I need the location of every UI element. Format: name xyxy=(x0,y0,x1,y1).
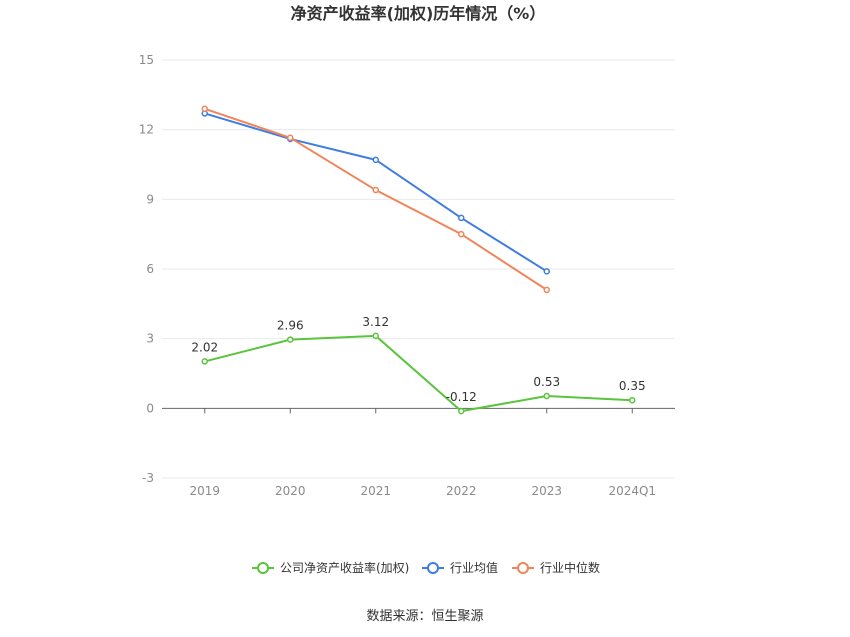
data-source-note: 数据来源：恒生聚源 xyxy=(366,609,483,624)
y-tick-label: 9 xyxy=(146,192,154,206)
data-point[interactable] xyxy=(458,230,465,238)
series-2 xyxy=(201,105,550,294)
data-point[interactable] xyxy=(201,105,208,113)
data-point[interactable] xyxy=(372,186,379,194)
legend-marker xyxy=(427,562,439,574)
data-point[interactable] xyxy=(629,396,636,404)
data-point[interactable] xyxy=(458,407,465,415)
data-label: -0.12 xyxy=(446,390,477,404)
data-point[interactable] xyxy=(543,392,550,400)
x-tick-label: 2021 xyxy=(360,484,391,498)
legend-label: 行业均值 xyxy=(450,560,498,575)
grid xyxy=(162,59,675,479)
y-tick-label: -3 xyxy=(142,471,154,485)
series-area xyxy=(201,105,636,415)
y-tick-label: 6 xyxy=(146,262,154,276)
x-tick-label: 2019 xyxy=(189,484,220,498)
series-0 xyxy=(201,332,636,415)
legend[interactable]: 公司净资产收益率(加权) 行业均值 行业中位数 xyxy=(252,560,600,575)
y-tick-label: 3 xyxy=(146,332,154,346)
y-tick-label: 0 xyxy=(146,401,154,415)
legend-item[interactable]: 行业中位数 xyxy=(512,560,600,575)
legend-marker xyxy=(257,562,269,574)
data-label: 2.02 xyxy=(191,340,218,354)
chart-title: 净资产收益率(加权)历年情况（%） xyxy=(291,4,546,23)
data-point[interactable] xyxy=(543,268,550,275)
legend-marker xyxy=(517,562,529,574)
data-point[interactable] xyxy=(543,286,550,294)
data-point[interactable] xyxy=(201,358,208,365)
data-point[interactable] xyxy=(287,336,294,343)
data-label: 0.53 xyxy=(533,375,560,389)
data-label: 0.35 xyxy=(619,379,646,393)
x-tick-label: 2020 xyxy=(275,484,306,498)
data-point[interactable] xyxy=(372,332,379,340)
series-line xyxy=(204,334,633,413)
data-label: 2.96 xyxy=(277,319,304,333)
x-tick-label: 2022 xyxy=(446,484,477,498)
data-labels: 2.02 2.96 3.12 -0.12 0.53 0.35 xyxy=(191,315,645,404)
data-point[interactable] xyxy=(287,134,294,142)
legend-item[interactable]: 公司净资产收益率(加权) xyxy=(252,560,409,575)
data-point[interactable] xyxy=(372,156,379,164)
y-tick-label: 15 xyxy=(139,53,154,67)
y-tick-label: 12 xyxy=(139,123,154,137)
legend-label: 公司净资产收益率(加权) xyxy=(280,560,409,575)
x-tick-label: 2023 xyxy=(531,484,562,498)
legend-item[interactable]: 行业均值 xyxy=(422,560,498,575)
x-tick-label: 2024Q1 xyxy=(608,484,656,498)
data-point[interactable] xyxy=(458,214,465,222)
legend-label: 行业中位数 xyxy=(540,560,600,575)
data-label: 3.12 xyxy=(362,315,389,329)
axes: -3 0 3 6 9 12 15 2019 2020 2021 2022 2023 2024Q1 xyxy=(139,53,675,498)
